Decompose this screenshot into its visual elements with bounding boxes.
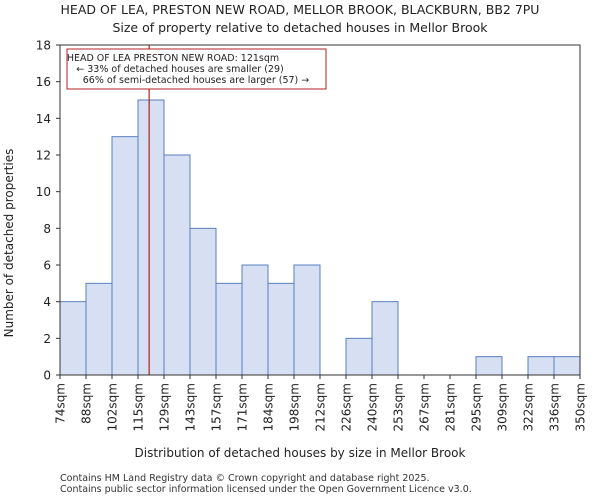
y-tick-label: 8 bbox=[43, 222, 51, 236]
x-axis: 74sqm 88sqm 102sqm 115sqm 129sqm 143sqm 157sqm… bbox=[54, 375, 588, 431]
y-tick-label: 0 bbox=[43, 369, 51, 383]
bar-295sqm bbox=[475, 356, 503, 376]
bar-157sqm bbox=[215, 282, 243, 376]
bar-74sqm bbox=[59, 301, 87, 376]
y-tick-label: 2 bbox=[43, 332, 51, 346]
y-axis-label: Number of detached properties bbox=[2, 149, 16, 338]
bar-226sqm bbox=[345, 337, 373, 376]
bar-102sqm bbox=[111, 136, 139, 376]
bar-184sqm bbox=[267, 282, 295, 376]
chart-title: HEAD OF LEA, PRESTON NEW ROAD, MELLOR BR… bbox=[61, 2, 540, 17]
y-tick-label: 6 bbox=[43, 259, 51, 273]
footer-line-1: Contains HM Land Registry data © Crown c… bbox=[60, 473, 430, 484]
x-tick-label: 198sqm bbox=[288, 383, 302, 431]
x-tick-label: 184sqm bbox=[262, 383, 276, 431]
x-tick-label: 253sqm bbox=[392, 383, 406, 431]
x-tick-label: 102sqm bbox=[106, 383, 120, 431]
x-tick-label: 226sqm bbox=[340, 383, 354, 431]
x-tick-label: 281sqm bbox=[444, 383, 458, 431]
annotation-line-3: 66% of semi-detached houses are larger (… bbox=[83, 75, 310, 86]
x-tick-label: 115sqm bbox=[132, 383, 146, 431]
annotation-box bbox=[66, 48, 327, 90]
x-tick-label: 74sqm bbox=[54, 383, 68, 424]
bar-143sqm bbox=[189, 227, 217, 376]
y-tick-label: 14 bbox=[36, 112, 51, 126]
x-tick-label: 212sqm bbox=[314, 383, 328, 431]
x-tick-label: 240sqm bbox=[366, 383, 380, 431]
annotation-line-1: HEAD OF LEA PRESTON NEW ROAD: 121sqm bbox=[67, 53, 279, 64]
y-tick-label: 12 bbox=[36, 149, 51, 163]
x-tick-label: 267sqm bbox=[418, 383, 432, 431]
bar-115sqm bbox=[137, 99, 165, 376]
x-tick-label: 350sqm bbox=[574, 383, 588, 431]
x-tick-label: 129sqm bbox=[158, 383, 172, 431]
bar-171sqm bbox=[241, 264, 269, 376]
x-tick-label: 157sqm bbox=[210, 383, 224, 431]
x-tick-label: 143sqm bbox=[184, 383, 198, 431]
x-tick-label: 171sqm bbox=[236, 383, 250, 431]
footer-line-2: Contains public sector information licen… bbox=[60, 484, 472, 495]
y-axis: 0 2 4 6 8 10 12 14 16 18 bbox=[36, 39, 60, 383]
x-tick-label: 322sqm bbox=[522, 383, 536, 431]
chart-subtitle: Size of property relative to detached ho… bbox=[112, 20, 488, 35]
x-tick-label: 88sqm bbox=[80, 383, 94, 424]
annotation-line-2: ← 33% of detached houses are smaller (29… bbox=[76, 64, 283, 75]
bar-88sqm bbox=[85, 282, 113, 376]
bar-240sqm bbox=[371, 301, 399, 376]
y-tick-label: 18 bbox=[36, 39, 51, 53]
annotation: HEAD OF LEA PRESTON NEW ROAD: 121sqm ← 3… bbox=[66, 48, 327, 90]
bar-322sqm bbox=[527, 356, 555, 376]
bar-336sqm bbox=[553, 356, 581, 376]
bar-129sqm bbox=[163, 154, 191, 376]
bars bbox=[59, 99, 581, 376]
y-tick-label: 16 bbox=[36, 75, 51, 89]
y-tick-label: 4 bbox=[43, 295, 51, 309]
x-tick-label: 295sqm bbox=[470, 383, 484, 431]
x-axis-label: Distribution of detached houses by size … bbox=[135, 446, 466, 460]
y-tick-label: 10 bbox=[36, 185, 51, 199]
x-tick-label: 336sqm bbox=[548, 383, 562, 431]
bar-198sqm bbox=[293, 264, 321, 376]
x-tick-label: 309sqm bbox=[496, 383, 510, 431]
